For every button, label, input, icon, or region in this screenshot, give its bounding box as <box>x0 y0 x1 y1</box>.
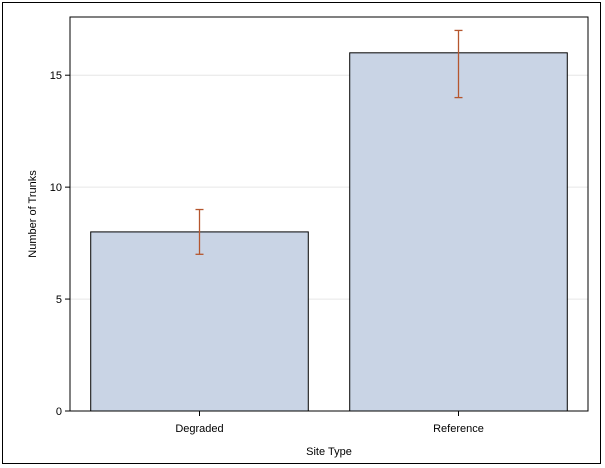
y-tick-label: 15 <box>50 70 62 82</box>
y-axis-label: Number of Trunks <box>27 170 39 258</box>
x-tick-label: Degraded <box>175 423 223 435</box>
error-bars-layer <box>195 29 463 255</box>
y-tick-label: 5 <box>56 294 62 306</box>
plot-area-border <box>69 16 589 412</box>
axes-layer: 0 5 10 15 Degraded Reference <box>50 16 589 435</box>
bar-degraded <box>90 231 309 412</box>
x-axis-label: Site Type <box>306 446 352 458</box>
y-tick-label: 10 <box>50 182 62 194</box>
y-tick-label: 0 <box>56 406 62 418</box>
bar-reference <box>349 52 568 412</box>
bars-layer <box>90 52 568 412</box>
error-bar-reference <box>454 29 463 99</box>
x-tick-label: Reference <box>433 423 484 435</box>
error-bar-degraded <box>195 208 204 255</box>
labels-layer: Site Type Number of Trunks <box>27 170 352 458</box>
